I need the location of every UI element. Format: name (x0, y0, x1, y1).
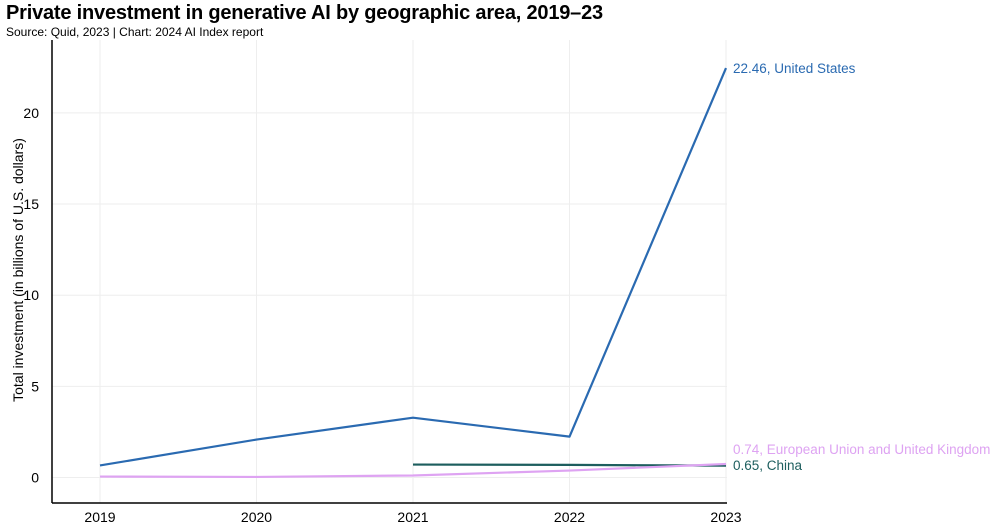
series-end-label: 22.46, United States (733, 61, 856, 76)
x-tick-label: 2020 (241, 509, 272, 525)
series-line-united-states (99, 67, 728, 467)
y-tick-label: 5 (31, 378, 39, 394)
series-end-label: 0.65, China (733, 458, 803, 473)
chart-title: Private investment in generative AI by g… (6, 2, 603, 24)
y-tick-label: 0 (31, 469, 39, 485)
x-tick-label: 2021 (397, 509, 428, 525)
y-tick-label: 20 (23, 105, 39, 121)
series-line-european-union-and-united-kingdom (99, 462, 727, 479)
chart-subtitle: Source: Quid, 2023 | Chart: 2024 AI Inde… (6, 25, 264, 39)
y-tick-label: 10 (23, 287, 39, 303)
x-tick-label: 2022 (554, 509, 585, 525)
x-tick-label: 2023 (710, 509, 741, 525)
y-axis-label: Total investment (in billions of U.S. do… (10, 138, 26, 402)
x-tick-label: 2019 (84, 509, 115, 525)
series-end-label: 0.74, European Union and United Kingdom (733, 442, 990, 457)
y-tick-label: 15 (23, 196, 39, 212)
